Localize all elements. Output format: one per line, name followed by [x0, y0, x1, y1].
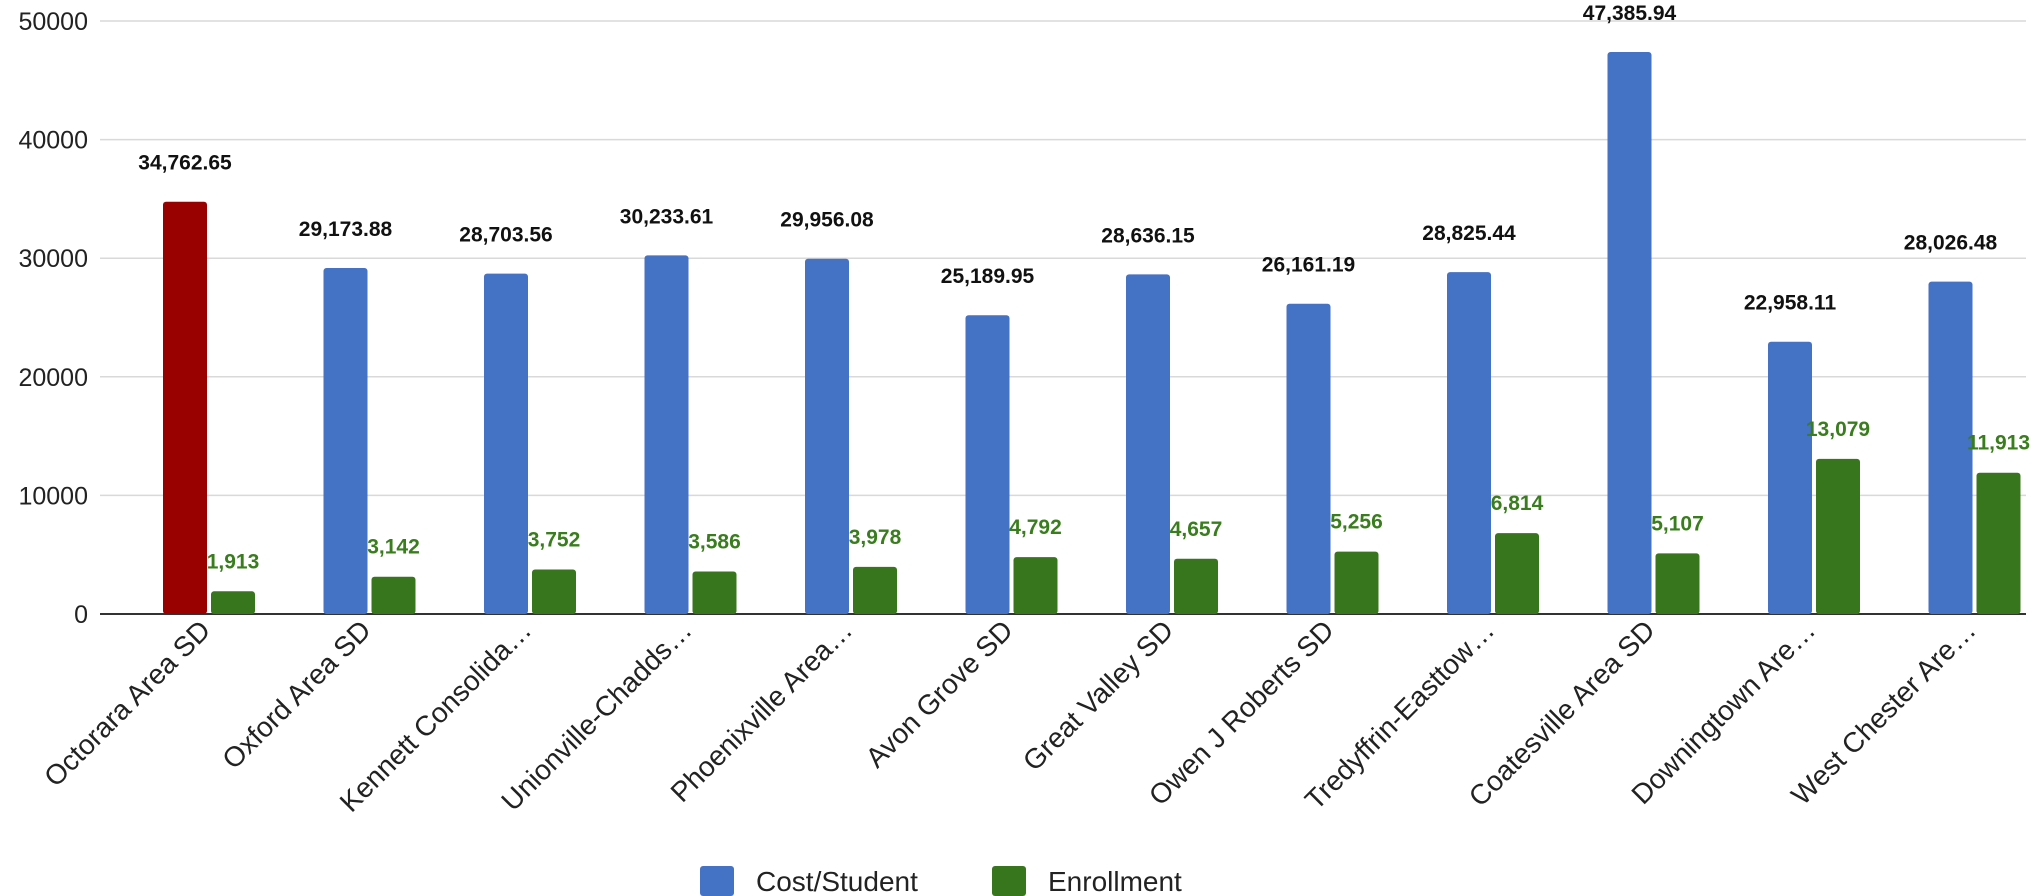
- gridlines: [100, 20, 2026, 615]
- bar-enrollment: [1976, 472, 2021, 614]
- bars: [163, 52, 2021, 615]
- y-tick-label: 10000: [18, 482, 88, 510]
- data-label-enrollment: 3,978: [849, 526, 902, 549]
- data-label-cost-student: 28,026.48: [1904, 232, 1998, 255]
- y-axis: 0 10000 20000 30000 40000 50000: [18, 8, 88, 629]
- bar-enrollment: [532, 569, 576, 614]
- data-label-cost-student: 25,189.95: [941, 265, 1035, 288]
- data-label-enrollment: 4,792: [1009, 516, 1062, 539]
- data-label-enrollment: 11,913: [1967, 432, 2030, 455]
- data-label-enrollment: 3,142: [367, 536, 420, 559]
- bar-cost-student: [1126, 274, 1170, 614]
- y-tick-label: 30000: [18, 245, 88, 273]
- bar-cost-student: [1447, 272, 1491, 614]
- bar-enrollment: [692, 571, 737, 614]
- bar-enrollment: [853, 566, 897, 614]
- data-label-cost-student: 30,233.61: [620, 205, 714, 228]
- legend-label-cost-student: Cost/Student: [756, 866, 918, 896]
- data-label-cost-student: 26,161.19: [1262, 254, 1355, 277]
- data-label-cost-student: 29,956.08: [780, 209, 874, 232]
- y-tick-label: 0: [74, 601, 88, 629]
- y-tick-label: 20000: [18, 364, 88, 392]
- x-tick-label: Avon Grove SD: [860, 614, 1019, 773]
- x-tick-label: Phoenixville Area…: [665, 614, 859, 808]
- x-tick-label: Downingtown Are…: [1625, 614, 1821, 810]
- bar-enrollment: [1013, 557, 1058, 614]
- legend-swatch-enrollment: [992, 866, 1026, 896]
- legend-swatch-cost-student: [700, 866, 734, 896]
- legend-label-enrollment: Enrollment: [1048, 866, 1182, 896]
- data-label-cost-student: 22,958.11: [1744, 292, 1837, 315]
- bar-enrollment: [371, 576, 416, 614]
- data-label-enrollment: 6,814: [1491, 492, 1544, 515]
- data-label-cost-student: 47,385.94: [1583, 2, 1677, 25]
- bar-enrollment: [1334, 551, 1379, 614]
- bar-cost-student: [805, 258, 849, 614]
- y-tick-label: 40000: [18, 127, 88, 155]
- bar-enrollment: [1816, 458, 1860, 614]
- bar-enrollment: [211, 591, 255, 614]
- data-label-cost-student: 28,825.44: [1422, 222, 1516, 245]
- data-label-enrollment: 3,586: [688, 530, 741, 553]
- data-label-cost-student: 34,762.65: [138, 152, 232, 175]
- data-labels: 34,762.65 1,913 29,173.88 3,142 28,703.56 3,7…: [138, 2, 2030, 573]
- bar-cost-student: [1928, 281, 1973, 614]
- legend: Cost/Student Enrollment: [700, 866, 1182, 896]
- bar-cost-student: [323, 267, 368, 614]
- data-label-enrollment: 3,752: [528, 529, 581, 552]
- bar-cost-student: [965, 315, 1010, 614]
- bar-enrollment: [1495, 533, 1539, 614]
- data-label-cost-student: 28,703.56: [459, 224, 552, 247]
- y-tick-label: 50000: [18, 8, 88, 36]
- data-label-enrollment: 13,079: [1806, 418, 1870, 441]
- x-tick-label: West Chester Are…: [1785, 614, 1982, 811]
- data-label-enrollment: 4,657: [1170, 518, 1223, 541]
- bar-cost-student: [644, 255, 689, 614]
- bar-cost-student: [163, 201, 207, 614]
- x-tick-label: Oxford Area SD: [216, 614, 377, 775]
- data-label-enrollment: 5,107: [1651, 512, 1704, 535]
- data-label-enrollment: 5,256: [1330, 511, 1383, 534]
- data-label-cost-student: 29,173.88: [299, 218, 393, 241]
- data-label-enrollment: 1,913: [207, 550, 260, 573]
- bar-enrollment: [1655, 553, 1700, 614]
- bar-cost-student: [484, 273, 528, 614]
- bar-enrollment: [1174, 558, 1218, 614]
- bar-cost-student: [1607, 52, 1652, 615]
- data-label-cost-student: 28,636.15: [1101, 224, 1195, 247]
- x-tick-label: Great Valley SD: [1017, 614, 1179, 776]
- bar-cost-student: [1286, 303, 1331, 614]
- x-tick-label: Octorara Area SD: [38, 614, 216, 792]
- bar-cost-student: [1768, 341, 1812, 614]
